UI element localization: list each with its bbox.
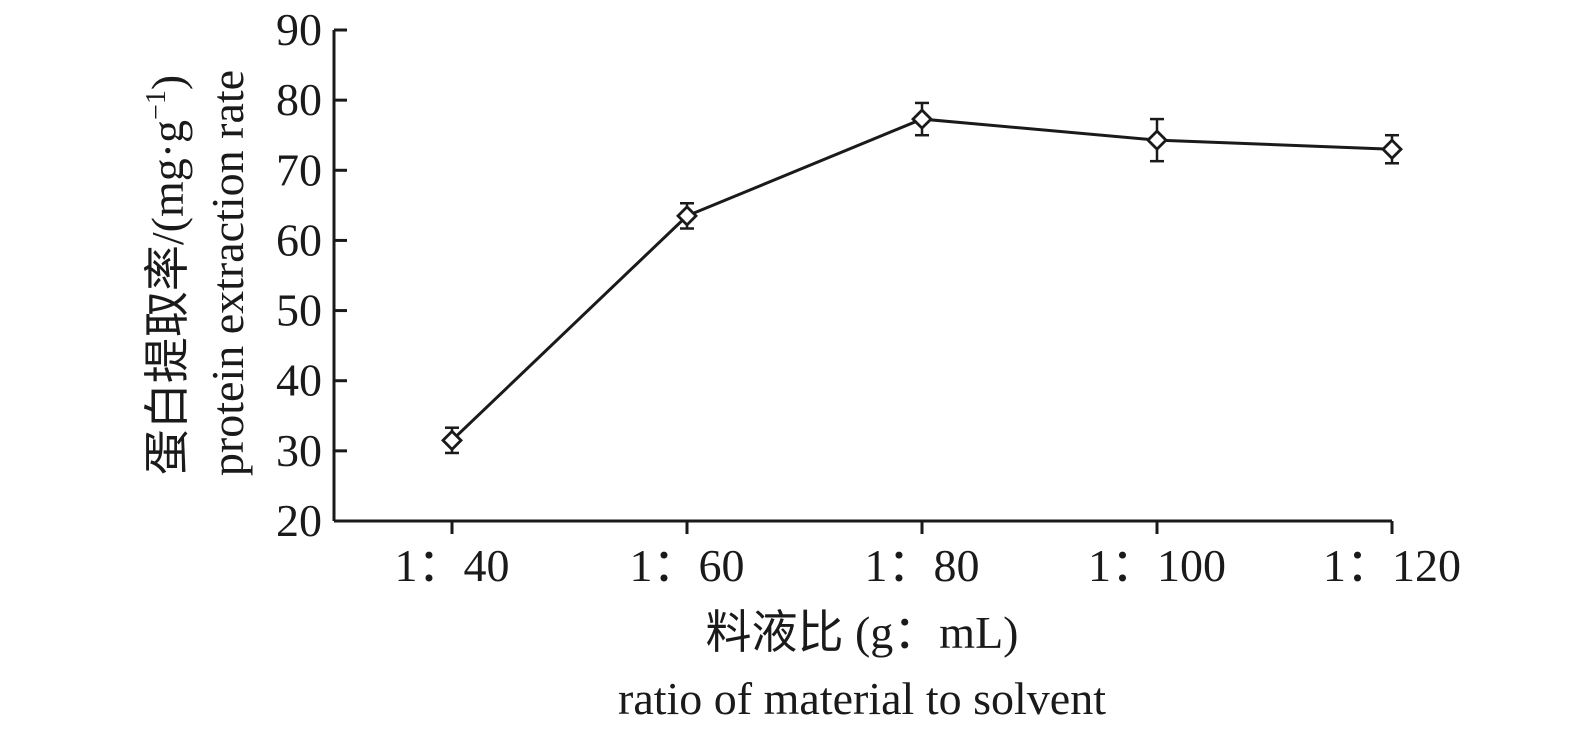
- y-tick-label: 40: [276, 355, 322, 406]
- x-tick-label: 1：40: [395, 540, 510, 591]
- data-point: [1381, 138, 1403, 161]
- x-axis-title-zh: 料液比 (g：mL): [705, 607, 1018, 658]
- y-tick-label: 50: [276, 285, 322, 336]
- x-axis-title-en: ratio of material to solvent: [618, 673, 1106, 724]
- y-axis-title-en: protein extraction rate: [202, 70, 253, 476]
- x-tick-label: 1：80: [865, 540, 980, 591]
- data-point: [911, 108, 933, 131]
- y-axis: 20 30 40 50 60 70 80 90: [276, 4, 347, 546]
- y-axis-title-zh: 蛋白提取率/(mg·g−1): [141, 75, 193, 475]
- y-tick-label: 30: [276, 425, 322, 476]
- y-axis-title-superscript: −1: [141, 90, 172, 120]
- x-axis: 1：40 1：60 1：80 1：100 1：120: [334, 519, 1461, 591]
- data-point: [676, 204, 698, 227]
- error-bars: [445, 101, 1399, 455]
- series-line: [450, 117, 1393, 442]
- data-point: [1146, 129, 1168, 152]
- y-axis-title-zh-main: 蛋白提取率/(mg·g: [142, 120, 193, 475]
- y-tick-label: 80: [276, 74, 322, 125]
- data-markers: [441, 108, 1403, 452]
- x-tick-label: 1：60: [630, 540, 745, 591]
- y-axis-title-zh-close: ): [142, 75, 193, 90]
- y-tick-label: 70: [276, 144, 322, 195]
- data-point: [441, 429, 463, 452]
- y-tick-label: 90: [276, 4, 322, 55]
- y-tick-label: 60: [276, 214, 322, 265]
- x-tick-label: 1：120: [1323, 540, 1461, 591]
- x-tick-label: 1：100: [1088, 540, 1226, 591]
- y-tick-label: 20: [276, 495, 322, 546]
